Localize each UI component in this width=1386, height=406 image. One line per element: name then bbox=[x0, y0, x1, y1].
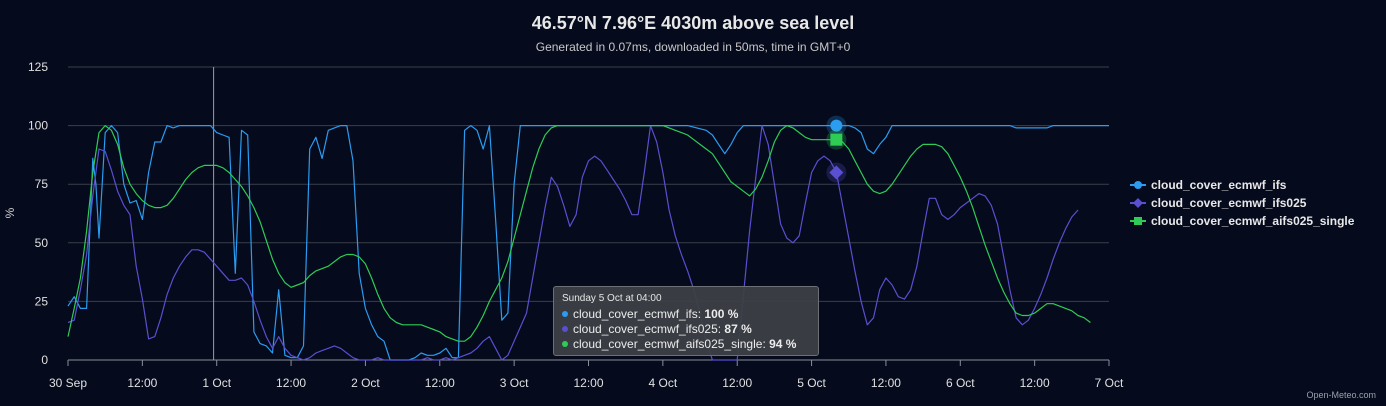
y-tick-label-50: 50 bbox=[35, 236, 49, 250]
tooltip-row-aifs025-single: cloud_cover_ecmwf_aifs025_single: 94 % bbox=[562, 337, 810, 352]
legend-marker-2 bbox=[1134, 217, 1142, 225]
y-tick-label-25: 25 bbox=[35, 294, 49, 308]
tooltip-dot-ifs025 bbox=[562, 325, 568, 332]
legend[interactable]: cloud_cover_ecmwf_ifs cloud_cover_ecmwf_i… bbox=[1130, 178, 1355, 228]
highlight-marker-1 bbox=[829, 165, 844, 180]
chart-title: 46.57°N 7.96°E 4030m above sea level bbox=[532, 13, 855, 33]
tooltip-label-aifs025-single: cloud_cover_ecmwf_aifs025_single: bbox=[573, 337, 770, 351]
x-tick-label-8: 4 Oct bbox=[649, 376, 678, 390]
x-tick-label-13: 12:00 bbox=[1020, 376, 1050, 390]
x-tick-label-10: 5 Oct bbox=[797, 376, 826, 390]
tooltip-value-ifs025: 87 % bbox=[724, 322, 752, 336]
series-lines[interactable] bbox=[67, 125, 1109, 361]
y-tick-label-75: 75 bbox=[35, 177, 49, 191]
legend-marker-1 bbox=[1133, 198, 1143, 208]
x-tick-label-4: 2 Oct bbox=[351, 376, 380, 390]
x-tick-label-6: 3 Oct bbox=[500, 376, 529, 390]
tooltip: Sunday 5 Oct at 04:00 cloud_cover_ecmwf_… bbox=[553, 286, 819, 356]
x-tick-label-11: 12:00 bbox=[871, 376, 901, 390]
tooltip-label-ifs: cloud_cover_ecmwf_ifs: bbox=[573, 307, 705, 321]
series-line-2[interactable] bbox=[67, 125, 1091, 342]
y-axis-ticks: 0 25 50 75 100 125 bbox=[28, 60, 48, 367]
tooltip-label-ifs025: cloud_cover_ecmwf_ifs025: bbox=[573, 322, 725, 336]
legend-item-0[interactable]: cloud_cover_ecmwf_ifs bbox=[1151, 178, 1287, 192]
tooltip-row-ifs: cloud_cover_ecmwf_ifs: 100 % bbox=[562, 307, 810, 322]
legend-item-1[interactable]: cloud_cover_ecmwf_ifs025 bbox=[1151, 196, 1307, 210]
x-tick-label-3: 12:00 bbox=[276, 376, 306, 390]
tooltip-dot-ifs bbox=[562, 310, 568, 317]
chart-subtitle: Generated in 0.07ms, downloaded in 50ms,… bbox=[536, 40, 851, 54]
x-axis-ticks: 30 Sep 12:00 1 Oct 12:00 2 Oct 12:00 3 Oct 12:0… bbox=[49, 360, 1124, 390]
x-tick-label-14: 7 Oct bbox=[1095, 376, 1124, 390]
tooltip-header: Sunday 5 Oct at 04:00 bbox=[562, 293, 662, 304]
x-tick-label-2: 1 Oct bbox=[202, 376, 231, 390]
y-tick-label-0: 0 bbox=[41, 353, 48, 367]
x-tick-label-5: 12:00 bbox=[425, 376, 455, 390]
y-tick-label-125: 125 bbox=[28, 60, 48, 74]
series-line-1[interactable] bbox=[67, 125, 1079, 361]
highlight-marker-0 bbox=[830, 119, 843, 132]
y-axis-label: % bbox=[3, 207, 17, 218]
highlight-markers bbox=[826, 115, 847, 183]
x-tick-label-0: 30 Sep bbox=[49, 376, 87, 390]
highlight-marker-2 bbox=[830, 133, 843, 146]
tooltip-dot-aifs025-single bbox=[562, 340, 568, 347]
legend-item-2[interactable]: cloud_cover_ecmwf_aifs025_single bbox=[1151, 214, 1355, 228]
credit-link[interactable]: Open-Meteo.com bbox=[1306, 390, 1376, 400]
x-tick-label-12: 6 Oct bbox=[946, 376, 975, 390]
x-tick-label-9: 12:00 bbox=[722, 376, 752, 390]
legend-marker-0 bbox=[1134, 181, 1142, 189]
y-tick-label-100: 100 bbox=[28, 119, 48, 133]
tooltip-value-aifs025-single: 94 % bbox=[769, 337, 797, 351]
x-tick-label-7: 12:00 bbox=[573, 376, 603, 390]
tooltip-row-ifs025: cloud_cover_ecmwf_ifs025: 87 % bbox=[562, 322, 810, 337]
x-tick-label-1: 12:00 bbox=[127, 376, 157, 390]
tooltip-value-ifs: 100 % bbox=[704, 307, 739, 321]
